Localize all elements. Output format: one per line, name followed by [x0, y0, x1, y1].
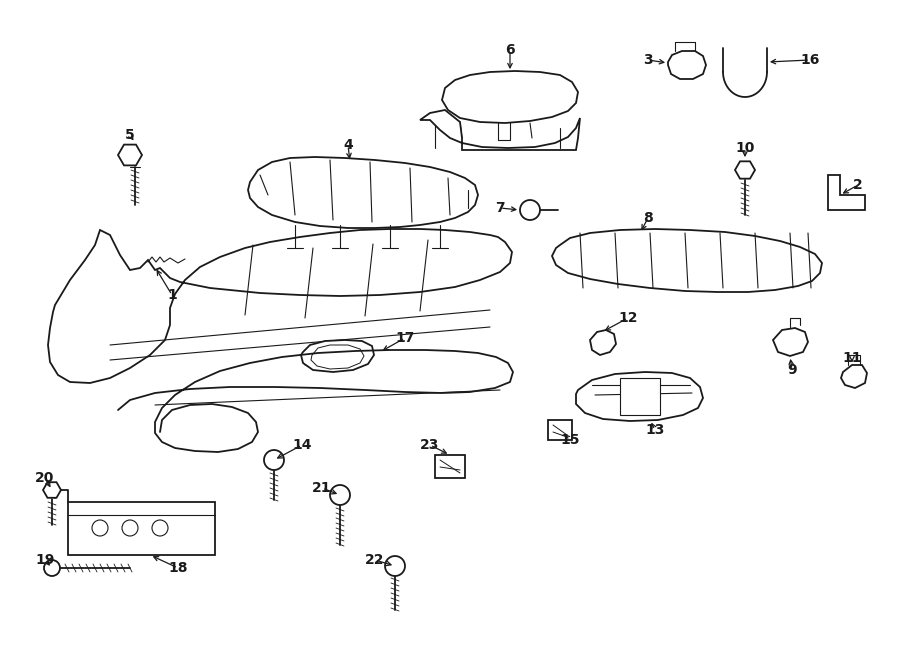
Text: 19: 19 — [35, 553, 55, 567]
Polygon shape — [828, 175, 865, 210]
Text: 13: 13 — [645, 423, 665, 437]
Polygon shape — [576, 372, 703, 421]
Circle shape — [385, 556, 405, 576]
Polygon shape — [735, 161, 755, 178]
Polygon shape — [118, 145, 142, 165]
Polygon shape — [43, 483, 61, 498]
Polygon shape — [48, 229, 512, 383]
Circle shape — [520, 200, 540, 220]
Circle shape — [330, 485, 350, 505]
Text: 20: 20 — [35, 471, 55, 485]
Circle shape — [122, 520, 138, 536]
Text: 4: 4 — [343, 138, 353, 152]
Polygon shape — [68, 502, 215, 555]
Polygon shape — [590, 330, 616, 355]
Polygon shape — [301, 340, 374, 372]
Text: 7: 7 — [495, 201, 505, 215]
Text: 11: 11 — [842, 351, 862, 365]
Text: 14: 14 — [292, 438, 311, 452]
Text: 18: 18 — [168, 561, 188, 575]
Polygon shape — [668, 51, 706, 79]
Polygon shape — [841, 365, 867, 388]
Text: 1: 1 — [167, 288, 177, 302]
Polygon shape — [442, 71, 578, 123]
Polygon shape — [305, 347, 355, 365]
Text: 15: 15 — [560, 433, 580, 447]
Polygon shape — [420, 110, 580, 150]
Circle shape — [152, 520, 168, 536]
Text: 8: 8 — [644, 211, 652, 225]
Polygon shape — [620, 378, 660, 415]
Polygon shape — [773, 328, 808, 356]
Text: 2: 2 — [853, 178, 863, 192]
Text: 16: 16 — [800, 53, 820, 67]
Text: 12: 12 — [618, 311, 638, 325]
Polygon shape — [311, 345, 364, 369]
Circle shape — [92, 520, 108, 536]
Text: 3: 3 — [644, 53, 652, 67]
Text: 9: 9 — [788, 363, 796, 377]
Circle shape — [44, 560, 60, 576]
Polygon shape — [548, 420, 572, 440]
Circle shape — [264, 450, 284, 470]
Text: 6: 6 — [505, 43, 515, 57]
Text: 21: 21 — [312, 481, 332, 495]
Polygon shape — [248, 157, 478, 228]
Text: 23: 23 — [420, 438, 440, 452]
Text: 10: 10 — [735, 141, 755, 155]
Text: 22: 22 — [365, 553, 385, 567]
Polygon shape — [435, 455, 465, 478]
Polygon shape — [552, 229, 822, 292]
Text: 17: 17 — [395, 331, 415, 345]
Text: 5: 5 — [125, 128, 135, 142]
